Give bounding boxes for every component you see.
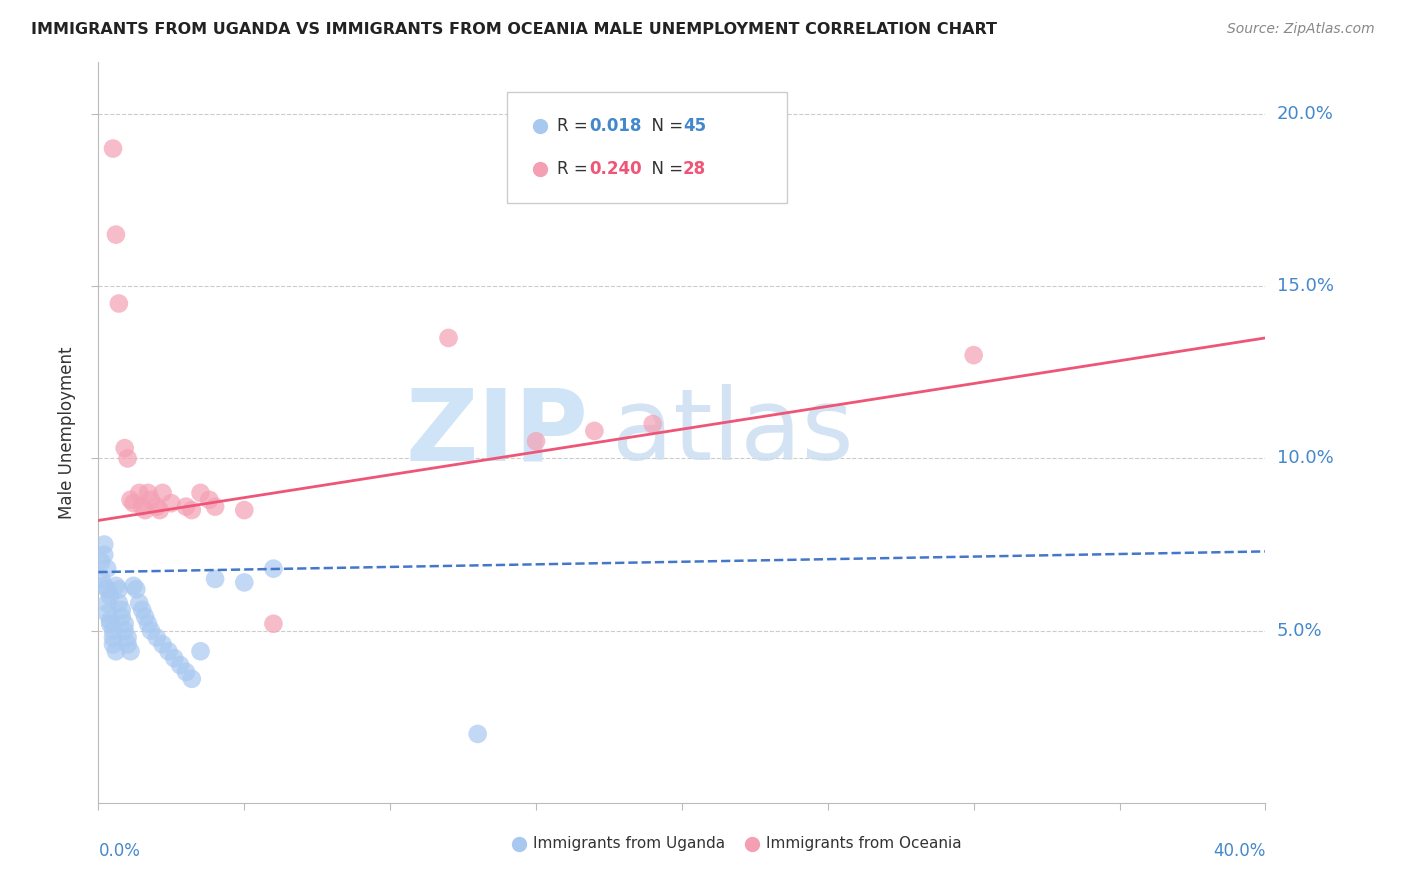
Point xyxy=(90,555,112,569)
Point xyxy=(174,500,197,514)
Point xyxy=(125,582,148,597)
Point xyxy=(134,610,156,624)
Point xyxy=(117,451,139,466)
Text: N =: N = xyxy=(641,118,689,136)
Point xyxy=(111,610,134,624)
Point xyxy=(204,500,226,514)
Point xyxy=(128,486,150,500)
Point xyxy=(114,616,136,631)
Point xyxy=(101,631,124,645)
Point xyxy=(149,503,172,517)
Point xyxy=(139,492,162,507)
Point xyxy=(174,665,197,679)
Text: 15.0%: 15.0% xyxy=(1277,277,1333,295)
Point xyxy=(98,613,121,627)
Point xyxy=(96,607,118,621)
Point xyxy=(96,596,118,610)
Point xyxy=(198,492,221,507)
Point xyxy=(163,651,186,665)
Point xyxy=(152,637,174,651)
Point xyxy=(108,582,131,597)
Text: 20.0%: 20.0% xyxy=(1277,105,1333,123)
Text: 0.0%: 0.0% xyxy=(98,842,141,860)
Point xyxy=(131,603,153,617)
Point xyxy=(120,644,142,658)
Point xyxy=(117,631,139,645)
Point xyxy=(583,424,606,438)
Point xyxy=(169,658,191,673)
Point xyxy=(190,486,212,500)
Point xyxy=(190,644,212,658)
Text: 28: 28 xyxy=(683,160,706,178)
Text: 0.018: 0.018 xyxy=(589,118,643,136)
Point xyxy=(90,572,112,586)
Point xyxy=(128,596,150,610)
Point xyxy=(98,589,121,603)
Point xyxy=(131,500,153,514)
Text: atlas: atlas xyxy=(612,384,853,481)
Point xyxy=(93,579,115,593)
Point xyxy=(104,227,127,242)
Point xyxy=(962,348,984,362)
Point xyxy=(262,561,284,575)
Text: R =: R = xyxy=(557,160,593,178)
Point xyxy=(157,644,180,658)
FancyBboxPatch shape xyxy=(508,92,787,203)
Point xyxy=(98,616,121,631)
Point xyxy=(233,503,256,517)
Point xyxy=(139,624,162,638)
Point xyxy=(96,561,118,575)
Point xyxy=(108,596,131,610)
Text: ZIP: ZIP xyxy=(406,384,589,481)
Text: N =: N = xyxy=(641,160,689,178)
Point xyxy=(146,631,169,645)
Point xyxy=(104,644,127,658)
Y-axis label: Male Unemployment: Male Unemployment xyxy=(58,346,76,519)
Text: 10.0%: 10.0% xyxy=(1277,450,1333,467)
Point xyxy=(114,441,136,455)
Point xyxy=(641,417,664,431)
Point xyxy=(160,496,183,510)
Point xyxy=(134,503,156,517)
Text: 0.240: 0.240 xyxy=(589,160,643,178)
Point xyxy=(467,727,489,741)
Point xyxy=(101,142,124,156)
Point xyxy=(114,624,136,638)
Text: 5.0%: 5.0% xyxy=(1277,622,1322,640)
Point xyxy=(111,603,134,617)
Point xyxy=(146,500,169,514)
Point xyxy=(136,486,159,500)
Point xyxy=(120,492,142,507)
Point xyxy=(104,579,127,593)
Point xyxy=(136,616,159,631)
Point xyxy=(122,496,145,510)
Point xyxy=(122,579,145,593)
Point xyxy=(437,331,460,345)
Point xyxy=(524,434,547,449)
Point xyxy=(93,548,115,562)
Text: R =: R = xyxy=(557,118,593,136)
Text: 45: 45 xyxy=(683,118,706,136)
Text: Immigrants from Uganda: Immigrants from Uganda xyxy=(533,836,724,851)
Point xyxy=(180,503,202,517)
Text: 40.0%: 40.0% xyxy=(1213,842,1265,860)
Point xyxy=(262,616,284,631)
Point xyxy=(96,582,118,597)
Point xyxy=(180,672,202,686)
Point xyxy=(108,296,131,310)
Point xyxy=(101,624,124,638)
Text: Immigrants from Oceania: Immigrants from Oceania xyxy=(766,836,962,851)
Point xyxy=(233,575,256,590)
Point xyxy=(93,537,115,551)
Point xyxy=(101,637,124,651)
Text: Source: ZipAtlas.com: Source: ZipAtlas.com xyxy=(1227,22,1375,37)
Text: IMMIGRANTS FROM UGANDA VS IMMIGRANTS FROM OCEANIA MALE UNEMPLOYMENT CORRELATION : IMMIGRANTS FROM UGANDA VS IMMIGRANTS FRO… xyxy=(31,22,997,37)
Point xyxy=(152,486,174,500)
Point xyxy=(204,572,226,586)
Point xyxy=(117,637,139,651)
